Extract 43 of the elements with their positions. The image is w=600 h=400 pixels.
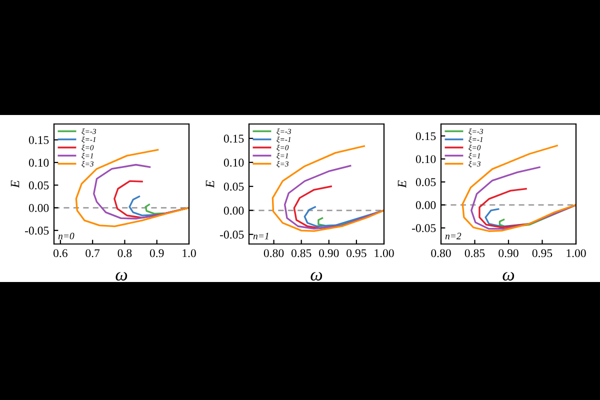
annotation: n=2 <box>445 232 462 240</box>
y-tick-label: 0.10 <box>224 158 244 167</box>
x-tick-label: 0.9 <box>150 249 164 258</box>
x-tick-label: 0.95 <box>532 249 552 258</box>
x-tick-label: 0.85 <box>291 249 312 258</box>
x-tick-label: 0.80 <box>431 249 451 258</box>
x-tick-label: 1.00 <box>566 249 586 258</box>
x-tick-label: 0.90 <box>319 249 339 258</box>
y-axis-title: E <box>398 180 406 188</box>
y-tick-label: -0.05 <box>220 230 244 239</box>
x-axis-title: ω <box>310 272 322 281</box>
y-tick-label: 0.05 <box>416 178 436 186</box>
x-tick-label: 0.8 <box>118 249 132 258</box>
x-tick-label: 0.85 <box>464 249 485 258</box>
y-tick-label: 0.05 <box>224 182 244 191</box>
y-axis-title: E <box>10 180 20 188</box>
y-tick-label: 0.10 <box>28 158 49 167</box>
y-tick-label: 0.00 <box>416 201 436 210</box>
x-tick-label: 1.00 <box>374 249 394 258</box>
x-tick-label: 0.90 <box>498 249 518 258</box>
annotation: n=0 <box>58 232 74 240</box>
y-tick-label: 0.00 <box>28 204 49 212</box>
y-tick-label: -0.05 <box>24 226 49 235</box>
y-tick-label: -0.05 <box>412 224 436 232</box>
line-series <box>462 144 576 232</box>
x-tick-label: 0.95 <box>346 249 366 258</box>
x-tick-label: 1.0 <box>182 249 196 258</box>
y-tick-label: 0.15 <box>416 132 436 140</box>
x-axis-title: ω <box>116 272 128 281</box>
x-axis-title: ω <box>502 272 514 281</box>
y-axis-title: E <box>206 180 214 188</box>
x-tick-label: 0.80 <box>264 249 284 258</box>
y-tick-label: 0.10 <box>416 155 436 164</box>
x-tick-label: 0.7 <box>86 249 100 258</box>
line-series <box>470 166 576 230</box>
x-tick-label: 0.6 <box>54 249 68 258</box>
annotation: n=1 <box>253 232 268 240</box>
line-series <box>304 206 384 228</box>
line-series <box>272 145 384 232</box>
y-tick-label: 0.00 <box>224 206 244 215</box>
y-tick-label: 0.15 <box>224 134 244 143</box>
y-tick-label: 0.05 <box>28 181 49 190</box>
y-tick-label: 0.15 <box>28 136 49 144</box>
